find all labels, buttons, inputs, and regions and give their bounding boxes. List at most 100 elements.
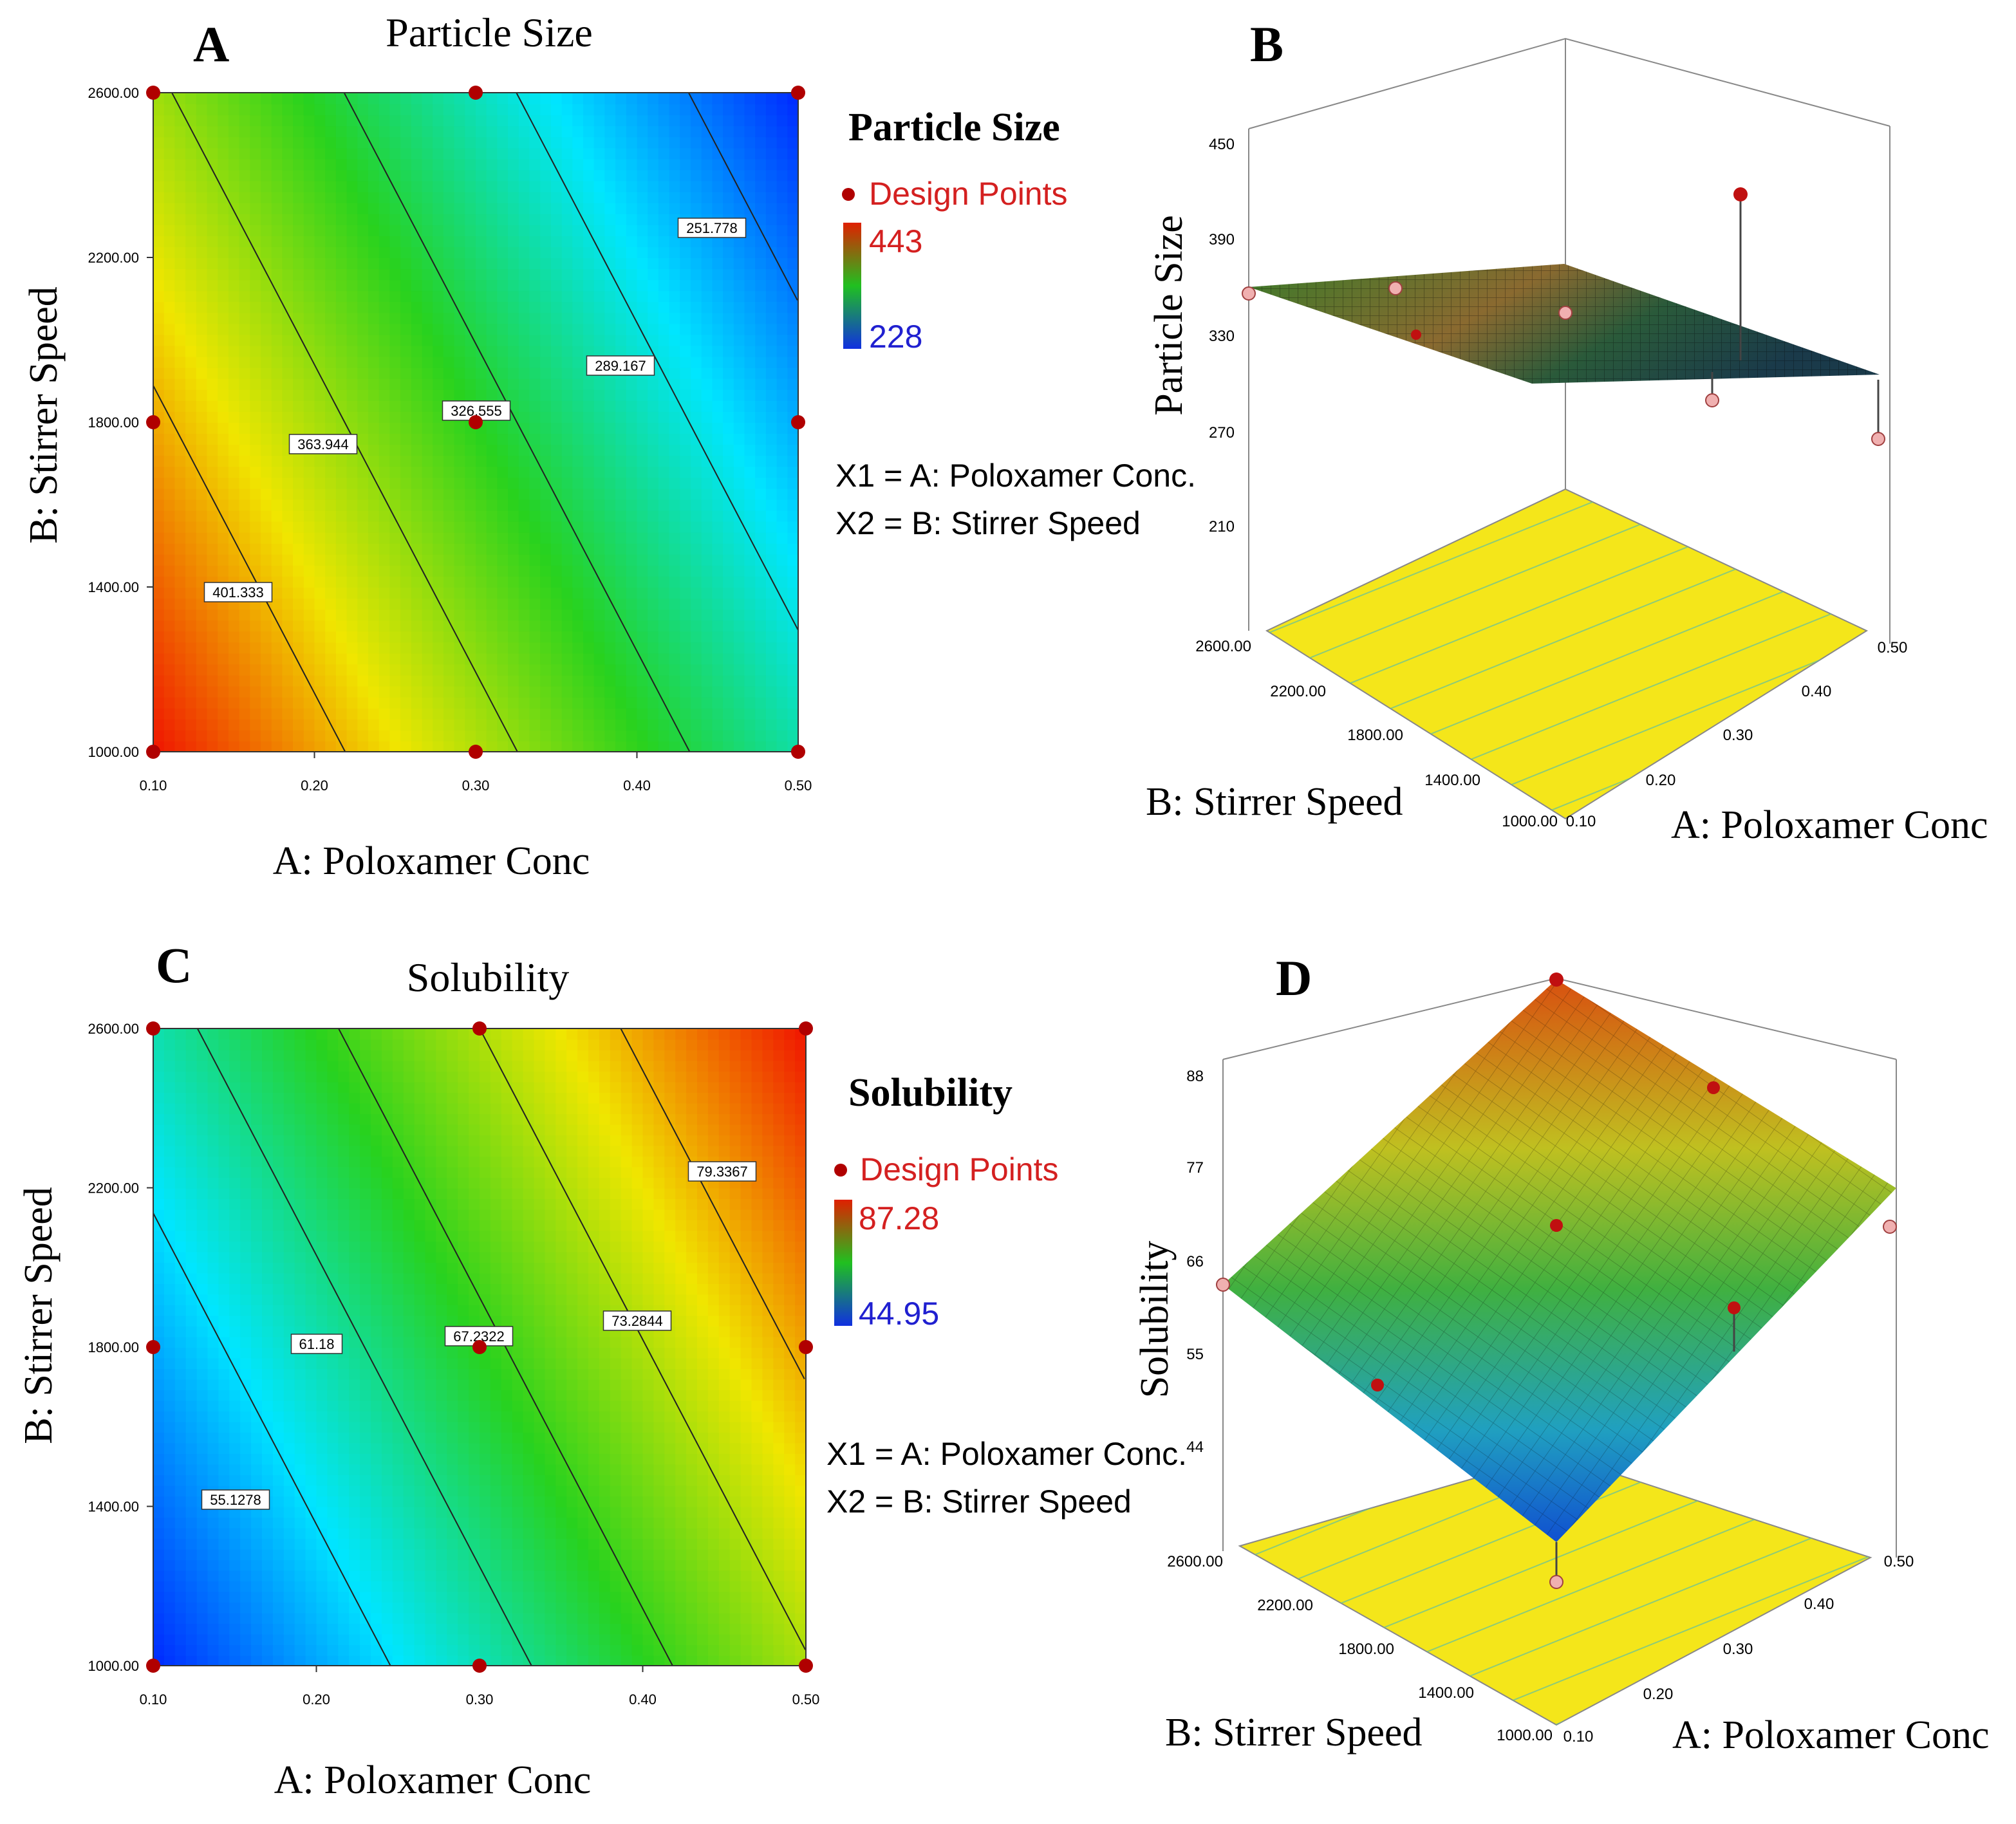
contour-cell <box>572 620 584 632</box>
contour-cell <box>271 543 283 555</box>
contour-cell <box>378 729 391 741</box>
contour-cell <box>540 532 552 544</box>
contour-cell <box>371 1305 382 1316</box>
contour-cell <box>305 1135 317 1146</box>
contour-cell <box>486 543 498 555</box>
contour-cell <box>229 1198 241 1210</box>
contour-cell <box>349 1549 361 1560</box>
contour-cell <box>153 455 165 467</box>
contour-cell <box>174 202 187 214</box>
contour-cell <box>637 499 649 511</box>
contour-cell <box>691 158 702 171</box>
contour-cell <box>658 356 670 368</box>
contour-cell <box>755 301 767 313</box>
contour-cell <box>733 620 745 632</box>
contour-cell <box>381 1496 393 1507</box>
contour-cell <box>250 301 261 313</box>
contour-cell <box>572 136 584 149</box>
contour-cell <box>626 147 638 160</box>
contour-cell <box>691 685 702 698</box>
contour-cell <box>293 675 304 687</box>
contour-cell <box>755 147 767 160</box>
legend-ps-min: 228 <box>869 319 922 355</box>
contour-cell <box>443 224 455 236</box>
contour-cell <box>593 433 606 445</box>
contour-cell <box>389 180 402 192</box>
contour-cell <box>314 685 326 698</box>
contour-cell <box>497 554 509 566</box>
contour-cell <box>272 1209 285 1220</box>
contour-cell <box>262 1135 274 1146</box>
contour-cell <box>454 224 466 236</box>
contour-cell <box>196 1559 209 1571</box>
contour-cell <box>153 1559 165 1571</box>
contour-cell <box>755 169 767 181</box>
contour-cell <box>637 455 649 467</box>
contour-cell <box>626 279 638 292</box>
contour-cell <box>701 235 713 247</box>
contour-cell <box>251 1379 263 1390</box>
contour-cell <box>540 477 552 489</box>
contour-cell <box>229 1272 241 1284</box>
contour-cell <box>349 1357 361 1369</box>
contour-cell <box>250 422 261 434</box>
contour-cell <box>583 246 595 258</box>
contour-cell <box>572 488 584 500</box>
contour-cell <box>540 543 552 555</box>
contour-cell <box>658 93 670 105</box>
contour-cell <box>346 345 359 357</box>
contour-cell <box>550 664 563 676</box>
contour-cell <box>327 1166 339 1178</box>
contour-cell <box>196 1644 209 1656</box>
contour-cell <box>658 543 670 555</box>
contour-cell <box>400 718 412 731</box>
contour-cell <box>381 1464 393 1475</box>
contour-cell <box>240 1633 252 1645</box>
contour-cell <box>583 312 595 324</box>
contour-cell <box>196 1283 209 1295</box>
contour-cell <box>776 334 789 346</box>
contour-cell <box>755 367 767 379</box>
contour-cell <box>765 334 778 346</box>
contour-cell <box>389 158 402 171</box>
contour-cell <box>658 631 670 643</box>
contour-cell <box>293 312 304 324</box>
contour-cell <box>261 257 272 270</box>
contour-cell <box>680 411 691 423</box>
contour-cell <box>680 191 691 203</box>
contour-cell <box>787 707 799 720</box>
contour-cell <box>261 499 272 511</box>
contour-cell <box>163 1198 176 1210</box>
contour-cell <box>476 158 487 171</box>
contour-cell <box>669 202 681 214</box>
contour-cell <box>294 1442 306 1454</box>
design-point <box>791 86 805 100</box>
contour-cell <box>153 1485 165 1496</box>
contour-cell <box>360 1135 371 1146</box>
contour-cell <box>153 1092 165 1104</box>
contour-cell <box>518 268 530 281</box>
contour-cell <box>283 1644 295 1656</box>
contour-cell <box>422 235 434 247</box>
contour-cell <box>454 180 466 192</box>
contour-cell <box>765 147 778 160</box>
contour-cell <box>196 718 208 731</box>
contour-cell <box>389 411 402 423</box>
contour-cell <box>712 400 724 412</box>
contour-cell <box>293 158 304 171</box>
contour-cell <box>529 323 541 335</box>
contour-cell <box>185 257 197 270</box>
contour-cell <box>251 1538 263 1550</box>
contour-cell <box>229 1028 241 1040</box>
contour-cell <box>454 707 466 720</box>
contour-cell <box>239 411 251 423</box>
contour-cell <box>316 1081 328 1093</box>
contour-cell <box>486 158 498 171</box>
contour-cell <box>765 290 778 302</box>
contour-cell <box>378 180 391 192</box>
contour-cell <box>218 1432 230 1444</box>
contour-cell <box>325 521 337 533</box>
contour-cell <box>626 301 638 313</box>
contour-cell <box>691 510 702 522</box>
contour-cell <box>561 400 574 412</box>
